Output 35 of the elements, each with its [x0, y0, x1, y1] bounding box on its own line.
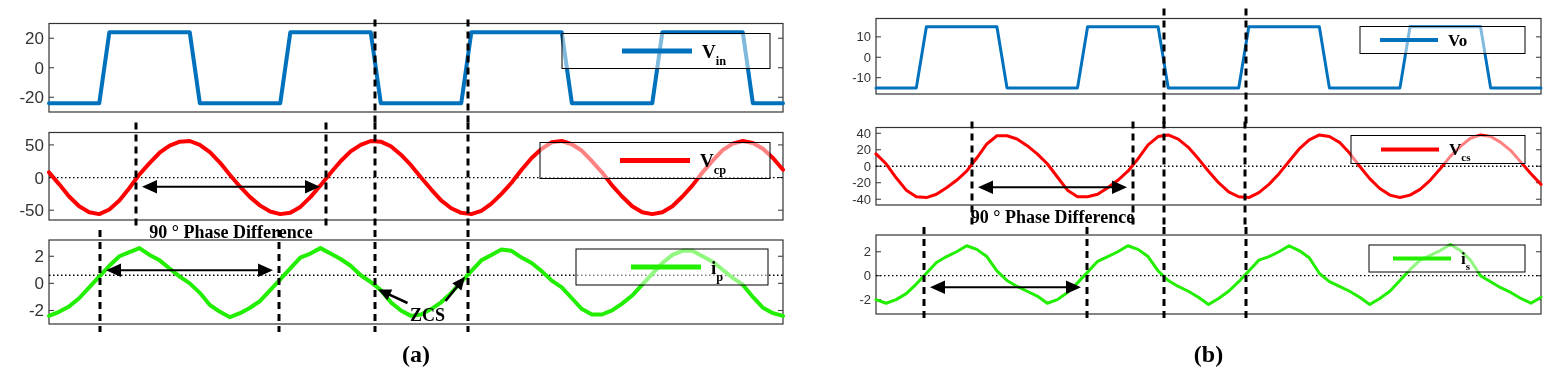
y-tick-label: 0 — [34, 274, 44, 294]
y-tick-label: -10 — [852, 70, 871, 86]
y-tick-label: -50 — [19, 201, 44, 221]
text: 90 ° Phase Difference — [970, 207, 1135, 227]
y-tick-label: 0 — [34, 58, 44, 78]
y-tick-label: 2 — [863, 244, 871, 260]
y-tick-label: 20 — [856, 142, 871, 158]
y-tick-label: 20 — [25, 29, 44, 49]
line-series — [874, 243, 1543, 306]
annotation: 90 ° Phase Difference — [149, 222, 313, 242]
x-axis-title: (b) — [1193, 341, 1224, 367]
y-tick-label: 50 — [25, 135, 44, 155]
line-series — [47, 138, 785, 217]
legend-label: i$_{s}$ — [1461, 249, 1471, 273]
y-tick-label: -2 — [859, 292, 871, 308]
y-tick-label: -2 — [28, 301, 44, 321]
legend-label: V$_{cs}$ — [1449, 140, 1472, 164]
y-tick-label: -20 — [852, 175, 871, 191]
y-tick-label: 0 — [863, 268, 871, 284]
y-tick-label: 10 — [856, 29, 871, 45]
y-tick-label: 0 — [34, 168, 44, 188]
y-tick-label: 2 — [34, 247, 44, 267]
line-series — [874, 133, 1543, 200]
annotation: ZCS — [409, 305, 446, 325]
legend-label: i$_{p}$ — [711, 256, 724, 284]
y-tick-label: -20 — [19, 88, 44, 108]
x-axis-title: (a) — [402, 341, 430, 367]
legend-label: Vo — [1448, 30, 1468, 50]
y-tick-label: 0 — [863, 49, 871, 65]
y-tick-label: -40 — [852, 191, 871, 207]
legend-label: V$_{cp}$ — [700, 150, 727, 178]
line-series — [47, 246, 785, 320]
y-tick-label: 40 — [856, 125, 871, 141]
y-tick-label: 0 — [863, 158, 871, 174]
legend-label: V$_{in}$ — [702, 40, 727, 68]
